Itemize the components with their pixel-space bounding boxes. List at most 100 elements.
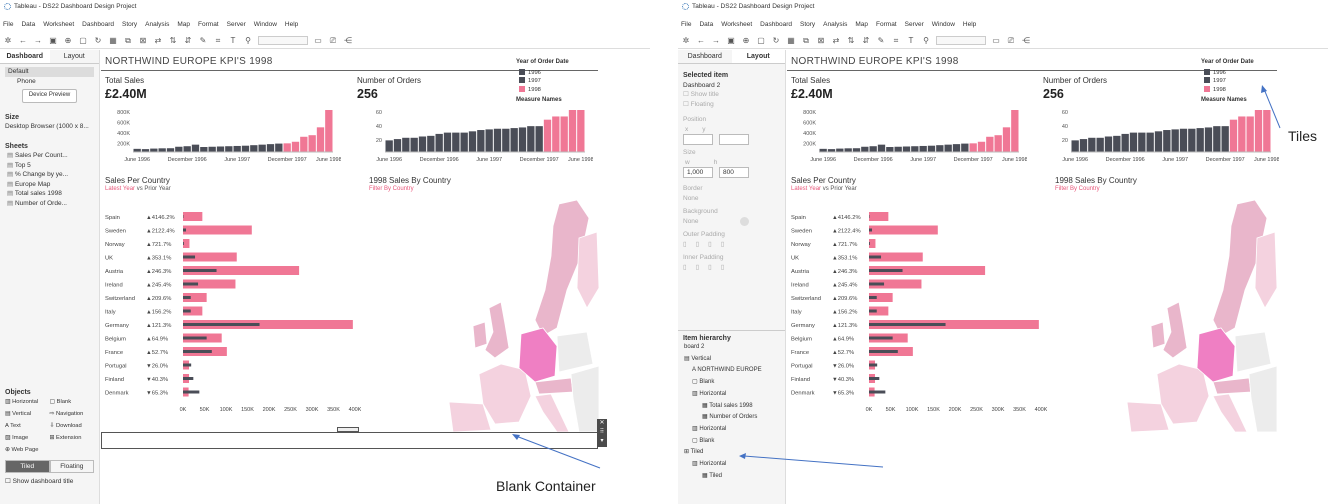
- back-icon[interactable]: ←: [19, 36, 27, 45]
- menu-help[interactable]: Help: [962, 21, 977, 28]
- background-select[interactable]: None: [683, 216, 780, 227]
- hier-item[interactable]: board 2: [684, 344, 705, 350]
- outer-padding-controls[interactable]: ▯▯▯▯: [683, 240, 734, 248]
- height-field[interactable]: 800: [719, 167, 749, 178]
- share-icon[interactable]: ⋲: [344, 36, 352, 45]
- object-web-page[interactable]: ⊕ Web Page: [5, 447, 39, 453]
- refresh-icon[interactable]: ↻: [94, 36, 102, 45]
- object-extension[interactable]: ⊞ Extension: [49, 435, 82, 441]
- show-title-checkbox[interactable]: ☐ Show dashboard title: [5, 478, 74, 485]
- x-field[interactable]: [683, 134, 713, 145]
- menu-help[interactable]: Help: [284, 21, 299, 28]
- menu-map[interactable]: Map: [855, 21, 869, 28]
- duplicate-icon[interactable]: ⧉: [125, 35, 131, 45]
- back-icon[interactable]: ←: [697, 36, 705, 45]
- sheet-item[interactable]: Number of Orde...: [5, 199, 94, 209]
- device-default[interactable]: Default: [5, 67, 94, 77]
- fit-select[interactable]: [936, 36, 986, 45]
- object-download[interactable]: ⇩ Download: [49, 423, 82, 429]
- y-field[interactable]: [719, 134, 749, 145]
- clear-icon[interactable]: ⊠: [817, 36, 825, 45]
- menu-dashboard[interactable]: Dashboard: [82, 21, 114, 28]
- menu-worksheet[interactable]: Worksheet: [43, 21, 75, 28]
- europe-map[interactable]: [439, 198, 599, 432]
- resize-grip[interactable]: [337, 427, 359, 432]
- save-icon[interactable]: ▣: [727, 36, 735, 45]
- pause-icon[interactable]: ▢: [757, 36, 765, 45]
- hier-item[interactable]: ▦ Total sales 1998: [702, 402, 753, 409]
- menu-file[interactable]: File: [681, 21, 692, 28]
- menu-server[interactable]: Server: [226, 21, 246, 28]
- labels-icon[interactable]: T: [230, 36, 236, 45]
- tab-layout[interactable]: Layout: [63, 53, 85, 60]
- menu-story[interactable]: Story: [799, 21, 816, 28]
- save-icon[interactable]: ▣: [49, 36, 57, 45]
- menu-file[interactable]: File: [3, 21, 14, 28]
- border-select[interactable]: None: [683, 194, 699, 202]
- new-sheet-icon[interactable]: ▦: [787, 36, 795, 45]
- highlight-icon[interactable]: ✎: [877, 36, 885, 45]
- highlight-icon[interactable]: ✎: [199, 36, 207, 45]
- clear-icon[interactable]: ⊠: [139, 36, 147, 45]
- sort-asc-icon[interactable]: ⇅: [847, 36, 855, 45]
- blank-container[interactable]: [101, 432, 598, 449]
- device-preview-button[interactable]: Device Preview: [21, 89, 78, 103]
- menu-analysis[interactable]: Analysis: [145, 21, 170, 28]
- tableau-home-icon[interactable]: ✲: [4, 36, 12, 45]
- sheet-item[interactable]: % Change by ye...: [5, 170, 94, 180]
- hier-item[interactable]: ▥ Horizontal: [692, 425, 727, 432]
- sort-desc-icon[interactable]: ⇵: [184, 36, 192, 45]
- menu-data[interactable]: Data: [699, 21, 714, 28]
- hier-item[interactable]: A NORTHWIND EUROPE: [692, 367, 762, 374]
- container-controls[interactable]: ✕ ⠿ ▾: [597, 419, 607, 447]
- new-sheet-icon[interactable]: ▦: [109, 36, 117, 45]
- europe-map[interactable]: [1117, 198, 1277, 432]
- sort-desc-icon[interactable]: ⇵: [862, 36, 870, 45]
- duplicate-icon[interactable]: ⧉: [803, 35, 809, 45]
- object-text[interactable]: A Text: [5, 423, 21, 429]
- hier-item[interactable]: ▢ Blank: [692, 437, 715, 444]
- tiled-option[interactable]: Tiled: [5, 460, 50, 473]
- hier-item[interactable]: ▤ Vertical: [684, 355, 712, 362]
- object-image[interactable]: ▨ Image: [5, 435, 29, 441]
- menu-data[interactable]: Data: [21, 21, 36, 28]
- menu-server[interactable]: Server: [904, 21, 924, 28]
- menu-window[interactable]: Window: [253, 21, 277, 28]
- forward-icon[interactable]: →: [712, 36, 720, 45]
- width-field[interactable]: 1,000: [683, 167, 713, 178]
- floating-checkbox[interactable]: ☐ Floating: [683, 100, 714, 108]
- show-title-checkbox[interactable]: ☐ Show title: [683, 91, 719, 98]
- swap-icon[interactable]: ⇄: [832, 36, 840, 45]
- presentation-icon[interactable]: ⎚: [329, 35, 337, 45]
- menu-map[interactable]: Map: [177, 21, 191, 28]
- object-navigation[interactable]: ⇨ Navigation: [49, 411, 84, 417]
- menu-worksheet[interactable]: Worksheet: [721, 21, 753, 28]
- hier-item[interactable]: ▢ Blank: [692, 379, 715, 386]
- hier-item[interactable]: ▦ Number of Orders: [702, 414, 758, 421]
- menu-format[interactable]: Format: [876, 21, 897, 28]
- menu-format[interactable]: Format: [198, 21, 219, 28]
- sort-asc-icon[interactable]: ⇅: [169, 36, 177, 45]
- pause-icon[interactable]: ▢: [79, 36, 87, 45]
- group-icon[interactable]: ⌗: [215, 35, 221, 45]
- menu-analysis[interactable]: Analysis: [823, 21, 848, 28]
- swap-icon[interactable]: ⇄: [154, 36, 162, 45]
- refresh-icon[interactable]: ↻: [772, 36, 780, 45]
- sheet-item[interactable]: Top 5: [5, 161, 94, 171]
- new-datasource-icon[interactable]: ⊕: [64, 36, 72, 45]
- labels-icon[interactable]: T: [908, 36, 914, 45]
- inner-padding-controls[interactable]: ▯▯▯▯: [683, 263, 734, 271]
- menu-window[interactable]: Window: [931, 21, 955, 28]
- hier-item[interactable]: ▦ Tiled: [702, 472, 723, 479]
- sheet-item[interactable]: Sales Per Count...: [5, 151, 94, 161]
- share-icon[interactable]: ⋲: [1022, 36, 1030, 45]
- hier-item-tiled[interactable]: ⊞ Tiled: [684, 449, 704, 456]
- object-horizontal[interactable]: ▥ Horizontal: [5, 399, 39, 405]
- hier-item[interactable]: ▥ Horizontal: [692, 461, 727, 468]
- menu-story[interactable]: Story: [121, 21, 138, 28]
- object-vertical[interactable]: ▤ Vertical: [5, 411, 32, 417]
- hier-item[interactable]: ▥ Horizontal: [692, 390, 727, 397]
- new-datasource-icon[interactable]: ⊕: [742, 36, 750, 45]
- group-icon[interactable]: ⌗: [893, 35, 899, 45]
- tab-layout[interactable]: Layout: [731, 50, 785, 63]
